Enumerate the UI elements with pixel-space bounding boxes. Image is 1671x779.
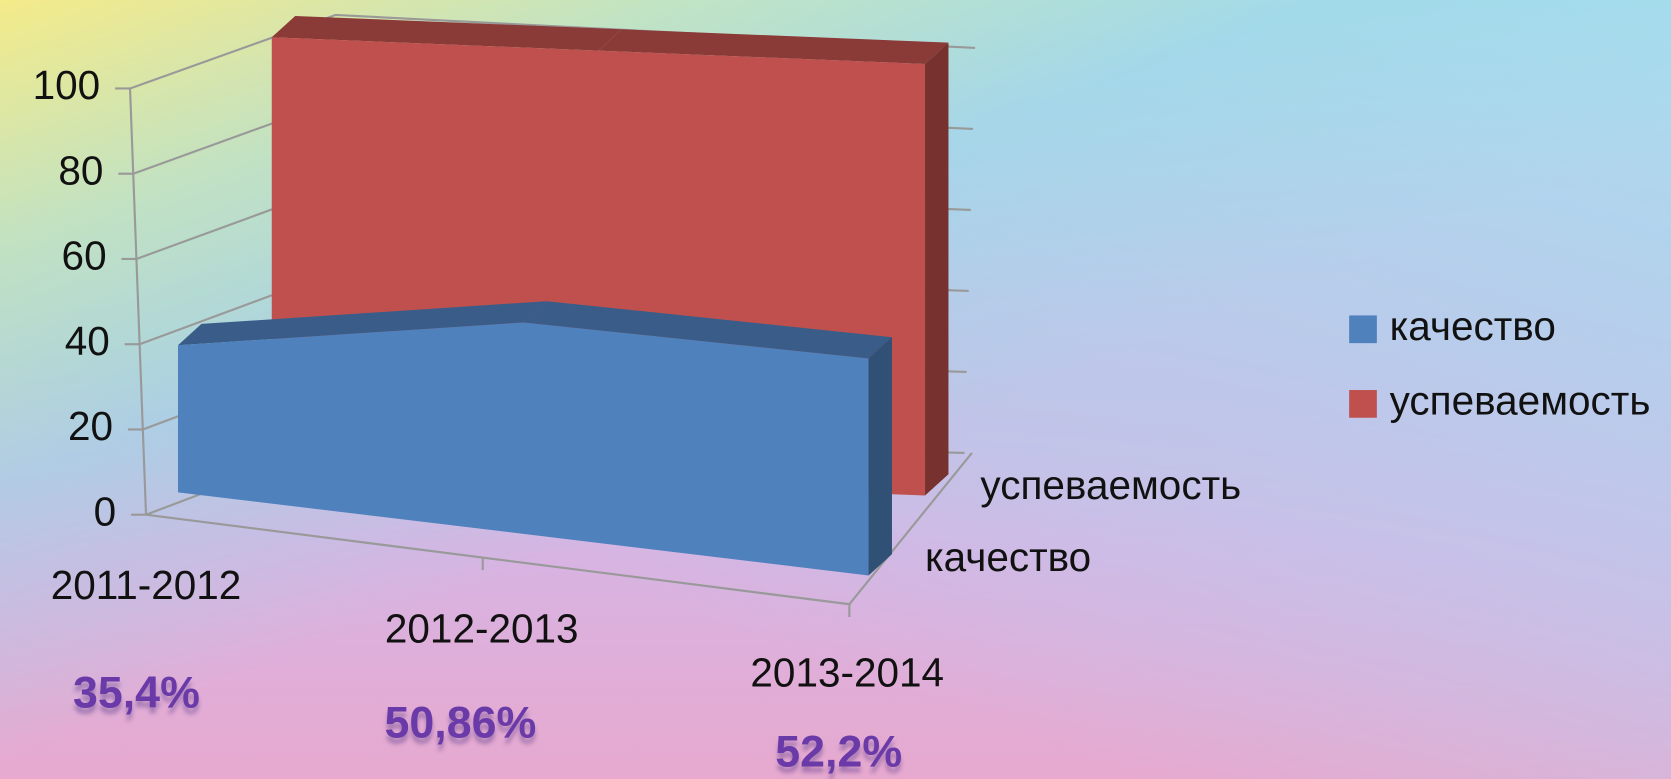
legend-swatch — [1349, 390, 1377, 418]
depth-label: качество — [925, 534, 1091, 580]
legend-swatch — [1349, 315, 1377, 343]
plot — [130, 16, 972, 617]
legend: качество успеваемость — [1349, 303, 1650, 424]
x-tick-label: 2013-2014 — [750, 649, 944, 695]
area-side — [925, 43, 948, 496]
chart: 0 20 40 60 80 100 2011-2012 2012-2013 2013-2014 3… — [0, 0, 1671, 779]
y-tick-label: 20 — [68, 403, 113, 449]
legend-label: качество — [1390, 303, 1556, 349]
y-tick-label: 0 — [94, 488, 117, 534]
area-side — [869, 337, 892, 575]
value-label: 50,86% — [384, 698, 536, 748]
y-tick-label: 40 — [65, 318, 110, 364]
y-axis — [130, 88, 146, 514]
y-tick-label: 100 — [33, 62, 101, 108]
x-tick-label: 2012-2013 — [385, 606, 579, 652]
y-tick-label: 80 — [58, 147, 103, 193]
depth-label: успеваемость — [980, 462, 1241, 508]
legend-label: успеваемость — [1390, 378, 1651, 424]
x-tick-label: 2011-2012 — [51, 562, 242, 608]
y-tick-label: 60 — [62, 233, 107, 279]
value-label: 35,4% — [73, 668, 200, 718]
value-label: 52,2% — [775, 726, 902, 776]
area — [178, 323, 869, 576]
